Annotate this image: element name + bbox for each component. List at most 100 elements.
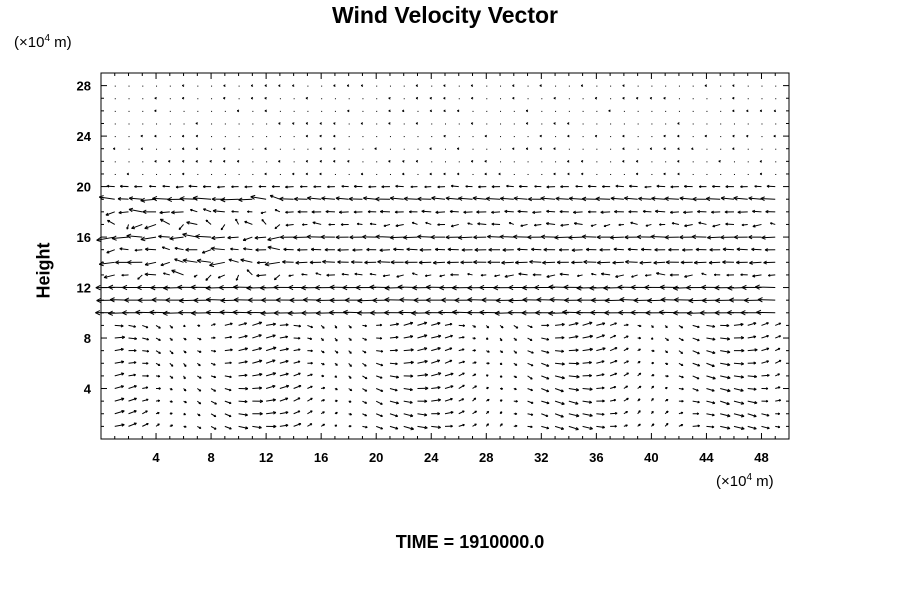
wind-vector — [305, 134, 309, 138]
wind-vector — [293, 148, 295, 150]
wind-vector — [596, 123, 598, 125]
y-tick-label: 8 — [84, 331, 91, 346]
wind-vector — [193, 274, 198, 278]
wind-vector — [362, 337, 367, 341]
wind-vector — [706, 98, 708, 100]
wind-vector — [210, 388, 217, 392]
wind-vector — [350, 260, 363, 264]
wind-vector — [131, 223, 143, 230]
wind-vector — [637, 360, 641, 364]
wind-vector — [532, 210, 542, 214]
wind-vector — [447, 247, 459, 252]
wind-vector — [527, 136, 529, 138]
wind-vector — [195, 233, 212, 239]
wind-vector — [775, 173, 777, 175]
wind-vector — [197, 85, 199, 87]
wind-vector — [417, 196, 432, 202]
wind-vector — [337, 260, 349, 264]
wind-vector — [264, 84, 267, 87]
wind-vector — [145, 247, 157, 252]
wind-vector — [247, 210, 253, 213]
wind-vector — [368, 185, 377, 189]
wind-vector — [678, 411, 684, 415]
wind-vector — [335, 235, 349, 240]
wind-vector — [541, 123, 543, 125]
wind-vector — [326, 273, 335, 277]
wind-vector — [669, 273, 679, 277]
wind-vector — [264, 96, 267, 100]
wind-vector — [402, 160, 405, 163]
wind-vector — [756, 309, 776, 316]
wind-vector — [415, 160, 419, 163]
wind-vector — [154, 160, 157, 163]
wind-vector — [636, 96, 639, 100]
wind-vector — [197, 324, 201, 327]
wind-vector — [238, 360, 248, 364]
wind-vector — [651, 325, 654, 329]
wind-vector — [223, 84, 226, 87]
wind-vector — [513, 196, 528, 201]
wind-vector — [171, 210, 184, 215]
wind-vector — [472, 324, 477, 328]
wind-vector — [567, 172, 570, 176]
wind-vector — [389, 322, 400, 326]
wind-vector — [103, 274, 115, 279]
wind-vector — [775, 85, 777, 87]
wind-vector — [295, 260, 308, 265]
wind-vector — [307, 361, 313, 365]
wind-vector — [183, 362, 187, 367]
wind-vector — [128, 148, 130, 150]
wind-vector — [389, 348, 398, 352]
wind-vector — [265, 346, 277, 352]
wind-vector — [297, 210, 308, 214]
wind-vector — [486, 386, 489, 390]
wind-vector — [534, 284, 556, 291]
wind-vector — [775, 123, 777, 125]
wind-vector — [159, 218, 171, 225]
wind-vector — [155, 350, 161, 354]
wind-vector — [472, 385, 477, 389]
wind-vector — [581, 172, 584, 176]
wind-vector — [254, 235, 267, 240]
y-tick-label: 4 — [84, 382, 92, 397]
wind-vector — [334, 325, 338, 329]
wind-vector — [217, 274, 226, 279]
wind-vector — [307, 337, 313, 341]
wind-vector — [418, 260, 432, 265]
wind-vector — [513, 234, 528, 240]
wind-vector — [610, 425, 617, 428]
wind-vector — [293, 136, 295, 138]
wind-vector — [114, 324, 124, 328]
wind-vector — [128, 85, 130, 87]
wind-vector — [301, 273, 308, 276]
wind-vector — [678, 350, 684, 355]
wind-vector — [445, 196, 459, 201]
wind-vector — [183, 350, 187, 354]
wind-vector — [403, 348, 414, 352]
wind-vector — [622, 147, 625, 151]
wind-vector — [484, 160, 487, 163]
wind-vector — [389, 413, 399, 418]
wind-vector — [560, 223, 569, 227]
wind-vector — [508, 222, 514, 225]
wind-vector — [320, 362, 325, 366]
wind-vector — [610, 98, 612, 100]
wind-vector — [238, 387, 249, 391]
wind-vector — [624, 235, 638, 240]
wind-vector — [186, 220, 198, 225]
wind-vector — [395, 184, 404, 188]
wind-vector — [733, 161, 735, 163]
wind-vector — [527, 324, 533, 329]
wind-vector — [587, 210, 597, 214]
wind-vector — [128, 385, 137, 389]
wind-vector — [293, 235, 308, 240]
wind-vector — [142, 362, 149, 365]
wind-vector — [602, 185, 611, 189]
wind-vector — [720, 123, 722, 125]
wind-vector — [472, 373, 477, 377]
plot-frame — [100, 72, 790, 440]
wind-vector — [154, 96, 157, 100]
wind-vector — [692, 136, 694, 138]
wind-vector — [587, 184, 597, 188]
wind-vector — [513, 337, 517, 341]
